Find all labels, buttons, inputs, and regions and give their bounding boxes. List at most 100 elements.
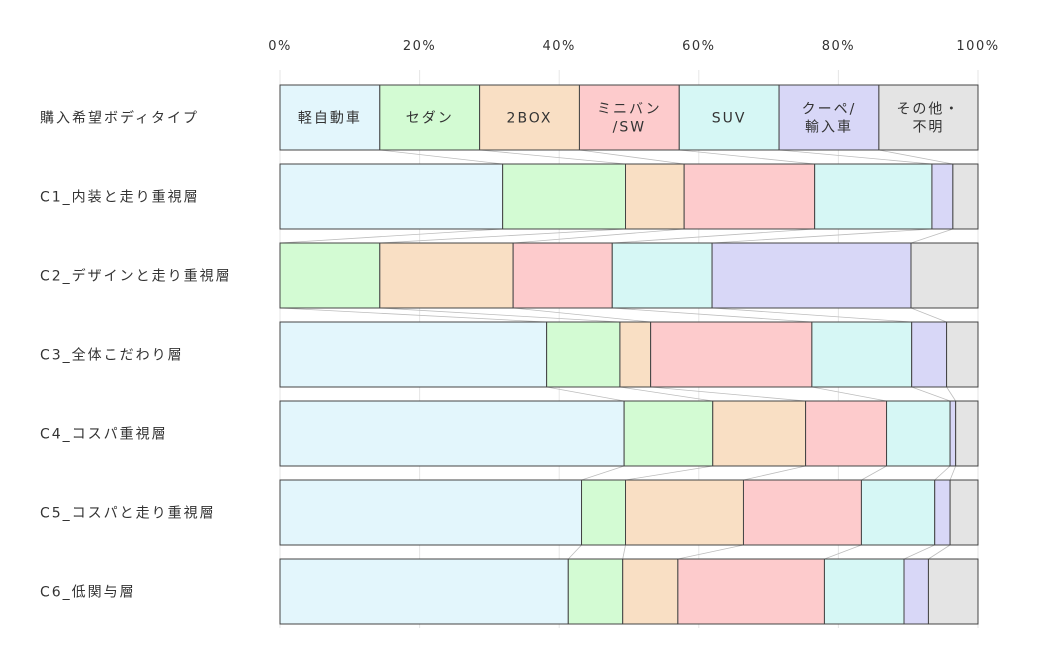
x-tick-label: 20% [403, 39, 436, 54]
connector-line [650, 386, 806, 402]
connector-line [679, 149, 815, 165]
bar-segment [546, 321, 621, 388]
connector-line [579, 149, 685, 165]
connector-line [712, 228, 932, 244]
bar-segment [279, 479, 583, 546]
bar-segment [878, 84, 979, 151]
segment-label: その他・不明 [896, 102, 960, 136]
bar-segment [623, 400, 714, 467]
segment-label: クーペ/輸入車 [802, 102, 857, 136]
connector-line [811, 386, 887, 402]
connector-line [581, 465, 625, 481]
segment-label: セダン [406, 111, 454, 127]
bar-row: C1_内装と走り重視層 [40, 163, 979, 230]
connector-line [779, 149, 932, 165]
bar-segment [683, 163, 816, 230]
bar-segment [823, 558, 905, 625]
connector-line [824, 544, 862, 560]
x-tick-label: 40% [542, 39, 575, 54]
x-tick-label: 60% [682, 39, 715, 54]
bar-segment [886, 400, 951, 467]
connector-line [625, 465, 713, 481]
segment-label: 軽自動車 [298, 110, 362, 127]
connector-line [612, 228, 815, 244]
connector-line [619, 386, 713, 402]
connector-line [903, 544, 935, 560]
bar-segment [279, 242, 381, 309]
connector-line [861, 465, 887, 481]
connector-line [479, 149, 626, 165]
connector-line [546, 386, 625, 402]
bar-row: C6_低関与層 [40, 558, 979, 625]
bar-segment [911, 321, 948, 388]
bar-segment [931, 163, 954, 230]
bar-segment [650, 321, 813, 388]
connector-line [928, 544, 951, 560]
row-label: C1_内装と走り重視層 [40, 190, 200, 206]
bar-segment [512, 242, 613, 309]
connector-line [612, 307, 812, 323]
bar-segment [625, 163, 685, 230]
connector-line [567, 544, 582, 560]
segment-label: SUV [712, 111, 747, 127]
bar-segment [622, 558, 679, 625]
bar-segment [814, 163, 933, 230]
bar-segment [279, 84, 381, 151]
bar-segment [578, 84, 680, 151]
connector-line [878, 149, 953, 165]
row-label: 購入希望ボディタイプ [40, 110, 199, 127]
bar-segment [279, 400, 625, 467]
segment-label: ミニバン/SW [597, 102, 662, 136]
connector-line [379, 228, 626, 244]
connector-line [677, 544, 744, 560]
bar-segment [677, 558, 825, 625]
bar-segment [712, 400, 807, 467]
bar-segment [952, 163, 979, 230]
bar-segment [502, 163, 627, 230]
bar-row: C3_全体こだわり層 [40, 321, 979, 388]
row-label: C2_デザインと走り重視層 [40, 268, 232, 285]
bar-segment [625, 479, 744, 546]
connector-line [379, 149, 503, 165]
connector-line [743, 465, 806, 481]
connector-line [279, 228, 503, 244]
bar-segment [581, 479, 627, 546]
bar-segment [955, 400, 979, 467]
bar-segment [279, 321, 548, 388]
connector-line [934, 465, 951, 481]
connector-line [622, 544, 626, 560]
bar-segment [479, 84, 580, 151]
bar-segment [279, 558, 569, 625]
bar-segment [805, 400, 888, 467]
bar-segment [934, 479, 951, 546]
bar-segment [379, 242, 514, 309]
connector-line [910, 228, 953, 244]
bar-segment [949, 400, 957, 467]
x-tick-label: 0% [268, 39, 292, 54]
connector-line [513, 307, 651, 323]
bar-segment [778, 84, 880, 151]
bar-segment [811, 321, 913, 388]
bar-segment [567, 558, 624, 625]
connector-line [910, 307, 947, 323]
segment-label: 2BOX [507, 111, 553, 127]
bar-segment [903, 558, 929, 625]
connector-line [946, 386, 956, 402]
bar-segment [678, 84, 780, 151]
bar-segment [711, 242, 912, 309]
bar-segment [949, 479, 979, 546]
row-label: C4_コスパ重視層 [40, 427, 168, 443]
connector-line [513, 228, 685, 244]
bar-segment [742, 479, 862, 546]
bar-segment [379, 84, 481, 151]
bar-segment [611, 242, 713, 309]
bar-row: C2_デザインと走り重視層 [40, 242, 979, 309]
bar-segment [910, 242, 979, 309]
bar-row: C5_コスパと走り重視層 [40, 479, 979, 546]
row-label: C3_全体こだわり層 [40, 347, 184, 364]
connector-line [712, 307, 912, 323]
bar-segment [946, 321, 979, 388]
connector-line [379, 307, 620, 323]
x-tick-label: 100% [956, 39, 999, 54]
